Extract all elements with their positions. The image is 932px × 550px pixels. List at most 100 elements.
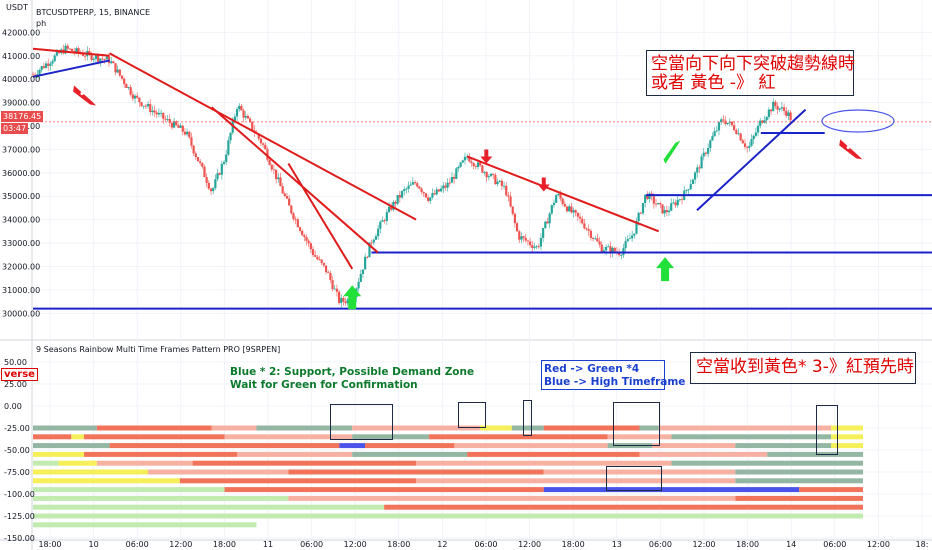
candle-body [413, 182, 417, 184]
candle-body [340, 297, 343, 303]
candle-body [225, 154, 228, 162]
candle-body [594, 238, 597, 240]
candle-body [81, 53, 85, 56]
candle-body [183, 131, 187, 135]
candle-body [707, 147, 710, 154]
band-segment-r [33, 434, 72, 440]
candle-body [248, 118, 252, 122]
candle-body [720, 119, 723, 123]
band-segment-g [352, 451, 468, 457]
candle-body [381, 220, 384, 222]
x-axis[interactable]: 18:00 10 06:00 12:00 18:00 11 06:00 12:00 18:00 1… [38, 540, 928, 549]
band-segment-y [831, 425, 863, 431]
candle-body [542, 228, 545, 238]
band-segment-y [33, 469, 148, 475]
candle-body [359, 273, 362, 282]
candle-body [494, 174, 497, 185]
candle-body [324, 265, 328, 273]
band-segment-g [639, 425, 659, 431]
candle-body [140, 102, 143, 107]
candle-body [515, 223, 519, 232]
chart-markers [73, 85, 863, 310]
band-segment-r [384, 504, 863, 510]
candle-body [743, 143, 747, 147]
y-tick-label: 25.00 [4, 380, 27, 389]
y-tick-label: -75.00 [4, 468, 30, 477]
candle-body [624, 241, 627, 249]
indicator-left-label: verse [1, 368, 38, 381]
candle-body [229, 132, 232, 141]
candle-body [644, 194, 647, 203]
band-segment-p [639, 451, 768, 457]
candle-body [403, 189, 406, 192]
candle-body [489, 173, 493, 177]
candle-body [392, 201, 395, 210]
red-down-arrow-icon [537, 177, 550, 192]
y-tick-label: 32000.00 [2, 262, 40, 271]
candle-body [164, 118, 167, 120]
band-segment-p [416, 478, 736, 484]
candle-body [374, 236, 378, 240]
candle-body [487, 176, 490, 178]
candle-body [693, 172, 697, 180]
band-segment-p [96, 460, 193, 466]
y-tick-label: 50.00 [4, 358, 27, 367]
candle-body [322, 262, 325, 266]
candle-body [218, 173, 221, 175]
candle-body [320, 259, 323, 263]
candle-body [416, 183, 419, 187]
candle-body [453, 177, 456, 179]
candle-body [296, 219, 299, 228]
candle-body [509, 196, 512, 207]
band-segment-lg [33, 513, 863, 519]
candle-body [90, 53, 93, 60]
candle-body [177, 125, 180, 128]
band-segment-p [237, 451, 353, 457]
candle-body [309, 243, 312, 250]
x-tick-label: 18:00 [387, 540, 410, 549]
candle-body [244, 115, 247, 118]
highlight-box [523, 400, 532, 436]
candle-body [704, 152, 708, 154]
candle-body [173, 121, 176, 128]
candle-body [437, 189, 441, 192]
candle-body [314, 255, 317, 257]
x-tick-label: 10 [89, 540, 99, 549]
band-segment-lg [33, 504, 385, 510]
candle-body [264, 144, 267, 150]
candle-body [600, 244, 603, 252]
band-segment-g [671, 460, 863, 466]
candle-body [544, 221, 547, 229]
candle-body [424, 193, 428, 198]
candle-body [405, 188, 408, 190]
candle-body [181, 125, 184, 132]
candle-body [240, 105, 243, 111]
band-segment-r [365, 443, 455, 449]
candle-body [298, 227, 302, 231]
band-segment-r [735, 495, 863, 501]
band-segment-g [735, 443, 832, 449]
candle-body [563, 203, 566, 207]
candle-body [166, 119, 169, 120]
x-tick-label: 06:00 [823, 540, 846, 549]
x-tick-label: 12 [437, 540, 447, 549]
candle-body [262, 143, 265, 145]
candle-body [635, 221, 638, 234]
candle-body [722, 119, 725, 121]
note-top-red-1: 空當向下向下突破趨勢線時 [651, 54, 855, 74]
candle-body [520, 236, 523, 240]
candle-body [717, 122, 721, 131]
candle-body [763, 120, 766, 123]
candle-body [789, 112, 792, 121]
candle-body [142, 105, 145, 107]
candle-body [698, 167, 701, 169]
band-segment-y [831, 443, 863, 449]
red-rocket-icon [839, 139, 863, 160]
candle-body [513, 213, 517, 224]
band-segment-p [543, 469, 736, 475]
y-axis[interactable]: 30000.00 31000.00 32000.00 33000.00 34000.00… [2, 28, 40, 543]
candle-body [787, 112, 790, 116]
candle-body [674, 202, 677, 206]
candle-body [151, 110, 154, 113]
